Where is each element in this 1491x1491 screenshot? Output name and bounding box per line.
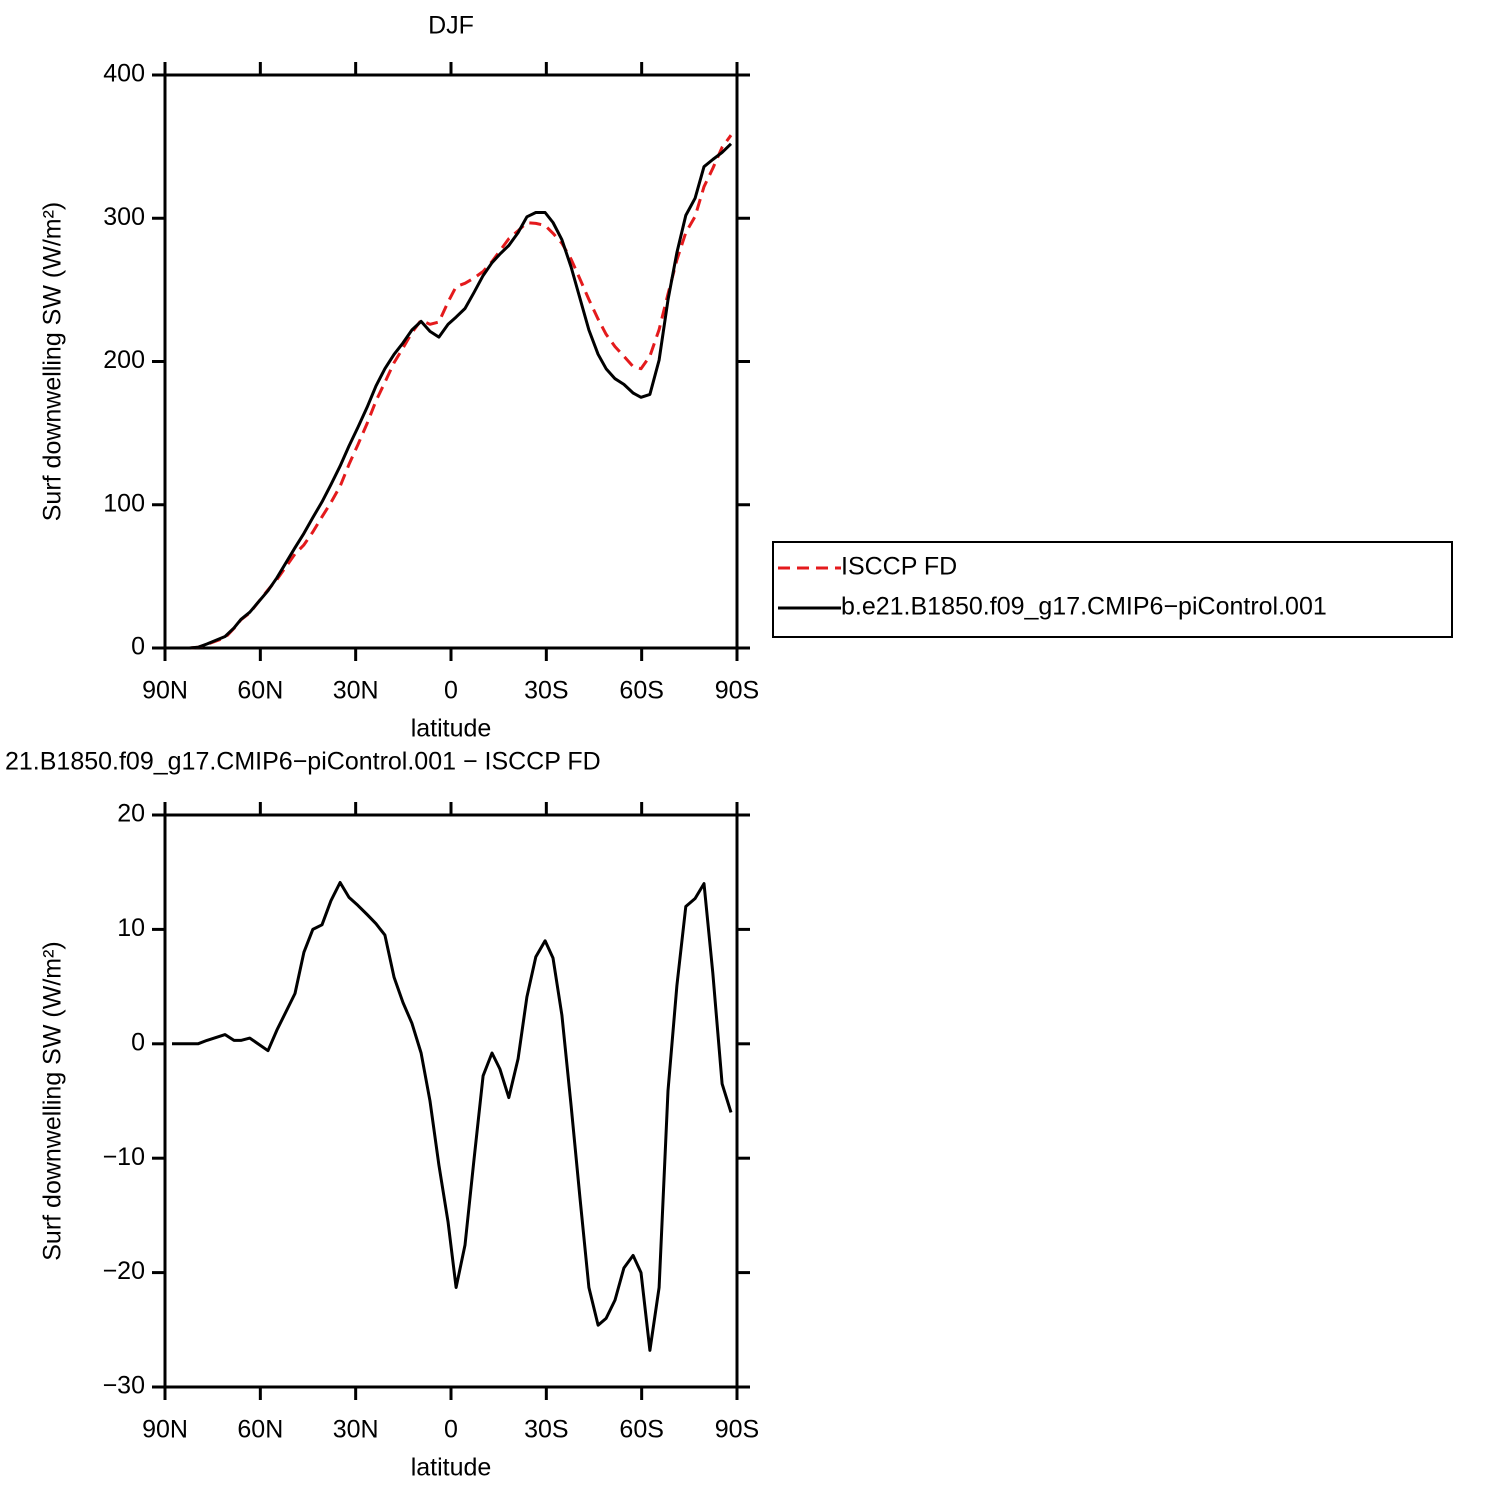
x-tick-label: 30S — [524, 1416, 568, 1444]
x-tick-label: 90N — [142, 677, 188, 705]
y-tick-label: 100 — [103, 489, 145, 517]
x-tick-label: 90N — [142, 1416, 188, 1444]
y-tick-label: 200 — [103, 346, 145, 374]
legend-label: b.e21.B1850.f09_g17.CMIP6−piControl.001 — [841, 593, 1327, 621]
y-tick-label: 400 — [103, 60, 145, 88]
legend-box — [772, 541, 1453, 638]
x-tick-label: 0 — [444, 677, 458, 705]
x-tick-label: 30N — [333, 1416, 379, 1444]
y-tick-label: 0 — [131, 1028, 145, 1056]
x-axis-label: latitude — [411, 715, 492, 743]
y-tick-label: 20 — [117, 800, 145, 828]
y-tick-label: 10 — [117, 914, 145, 942]
y-axis-label: Surf downwelling SW (W/m²) — [39, 202, 67, 522]
y-tick-label: −30 — [103, 1372, 145, 1400]
x-tick-label: 60N — [237, 677, 283, 705]
x-tick-label: 30N — [333, 677, 379, 705]
x-tick-label: 0 — [444, 1416, 458, 1444]
x-tick-label: 30S — [524, 677, 568, 705]
x-tick-label: 90S — [715, 1416, 759, 1444]
data-line — [172, 134, 733, 650]
y-tick-label: −10 — [103, 1143, 145, 1171]
x-tick-label: 60S — [619, 677, 663, 705]
chart-title: DJF — [428, 12, 474, 40]
y-tick-label: −20 — [103, 1257, 145, 1285]
x-tick-label: 60N — [237, 1416, 283, 1444]
y-axis-label: Surf downwelling SW (W/m²) — [39, 941, 67, 1261]
y-tick-label: 0 — [131, 633, 145, 661]
plot-frame — [163, 73, 739, 650]
data-line — [172, 881, 733, 1352]
chart-title: 21.B1850.f09_g17.CMIP6−piControl.001 − I… — [5, 748, 601, 776]
y-tick-label: 300 — [103, 203, 145, 231]
x-axis-label: latitude — [411, 1454, 492, 1482]
plot-frame — [163, 813, 739, 1389]
x-tick-label: 60S — [619, 1416, 663, 1444]
legend-label: ISCCP FD — [841, 553, 957, 581]
data-line — [172, 142, 733, 650]
x-tick-label: 90S — [715, 677, 759, 705]
